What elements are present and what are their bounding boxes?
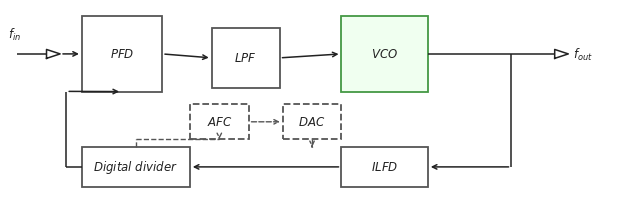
Bar — [342, 147, 428, 187]
Text: $\mathit{DAC}$: $\mathit{DAC}$ — [299, 116, 325, 129]
Bar — [212, 29, 279, 88]
Text: $\mathit{PFD}$: $\mathit{PFD}$ — [110, 48, 134, 61]
Bar — [190, 105, 248, 139]
Bar — [342, 17, 428, 92]
Bar — [283, 105, 342, 139]
Text: $\mathit{LPF}$: $\mathit{LPF}$ — [234, 52, 257, 65]
Text: $\mathit{VCO}$: $\mathit{VCO}$ — [371, 48, 398, 61]
Text: $f_{out}$: $f_{out}$ — [573, 47, 593, 63]
Text: $\mathit{ILFD}$: $\mathit{ILFD}$ — [371, 161, 398, 174]
Bar — [82, 147, 190, 187]
Text: $f_{in}$: $f_{in}$ — [7, 27, 20, 43]
Text: $\mathit{AFC}$: $\mathit{AFC}$ — [207, 116, 232, 129]
Text: $\mathit{Digital\ divider}$: $\mathit{Digital\ divider}$ — [93, 159, 178, 176]
Bar — [82, 17, 162, 92]
